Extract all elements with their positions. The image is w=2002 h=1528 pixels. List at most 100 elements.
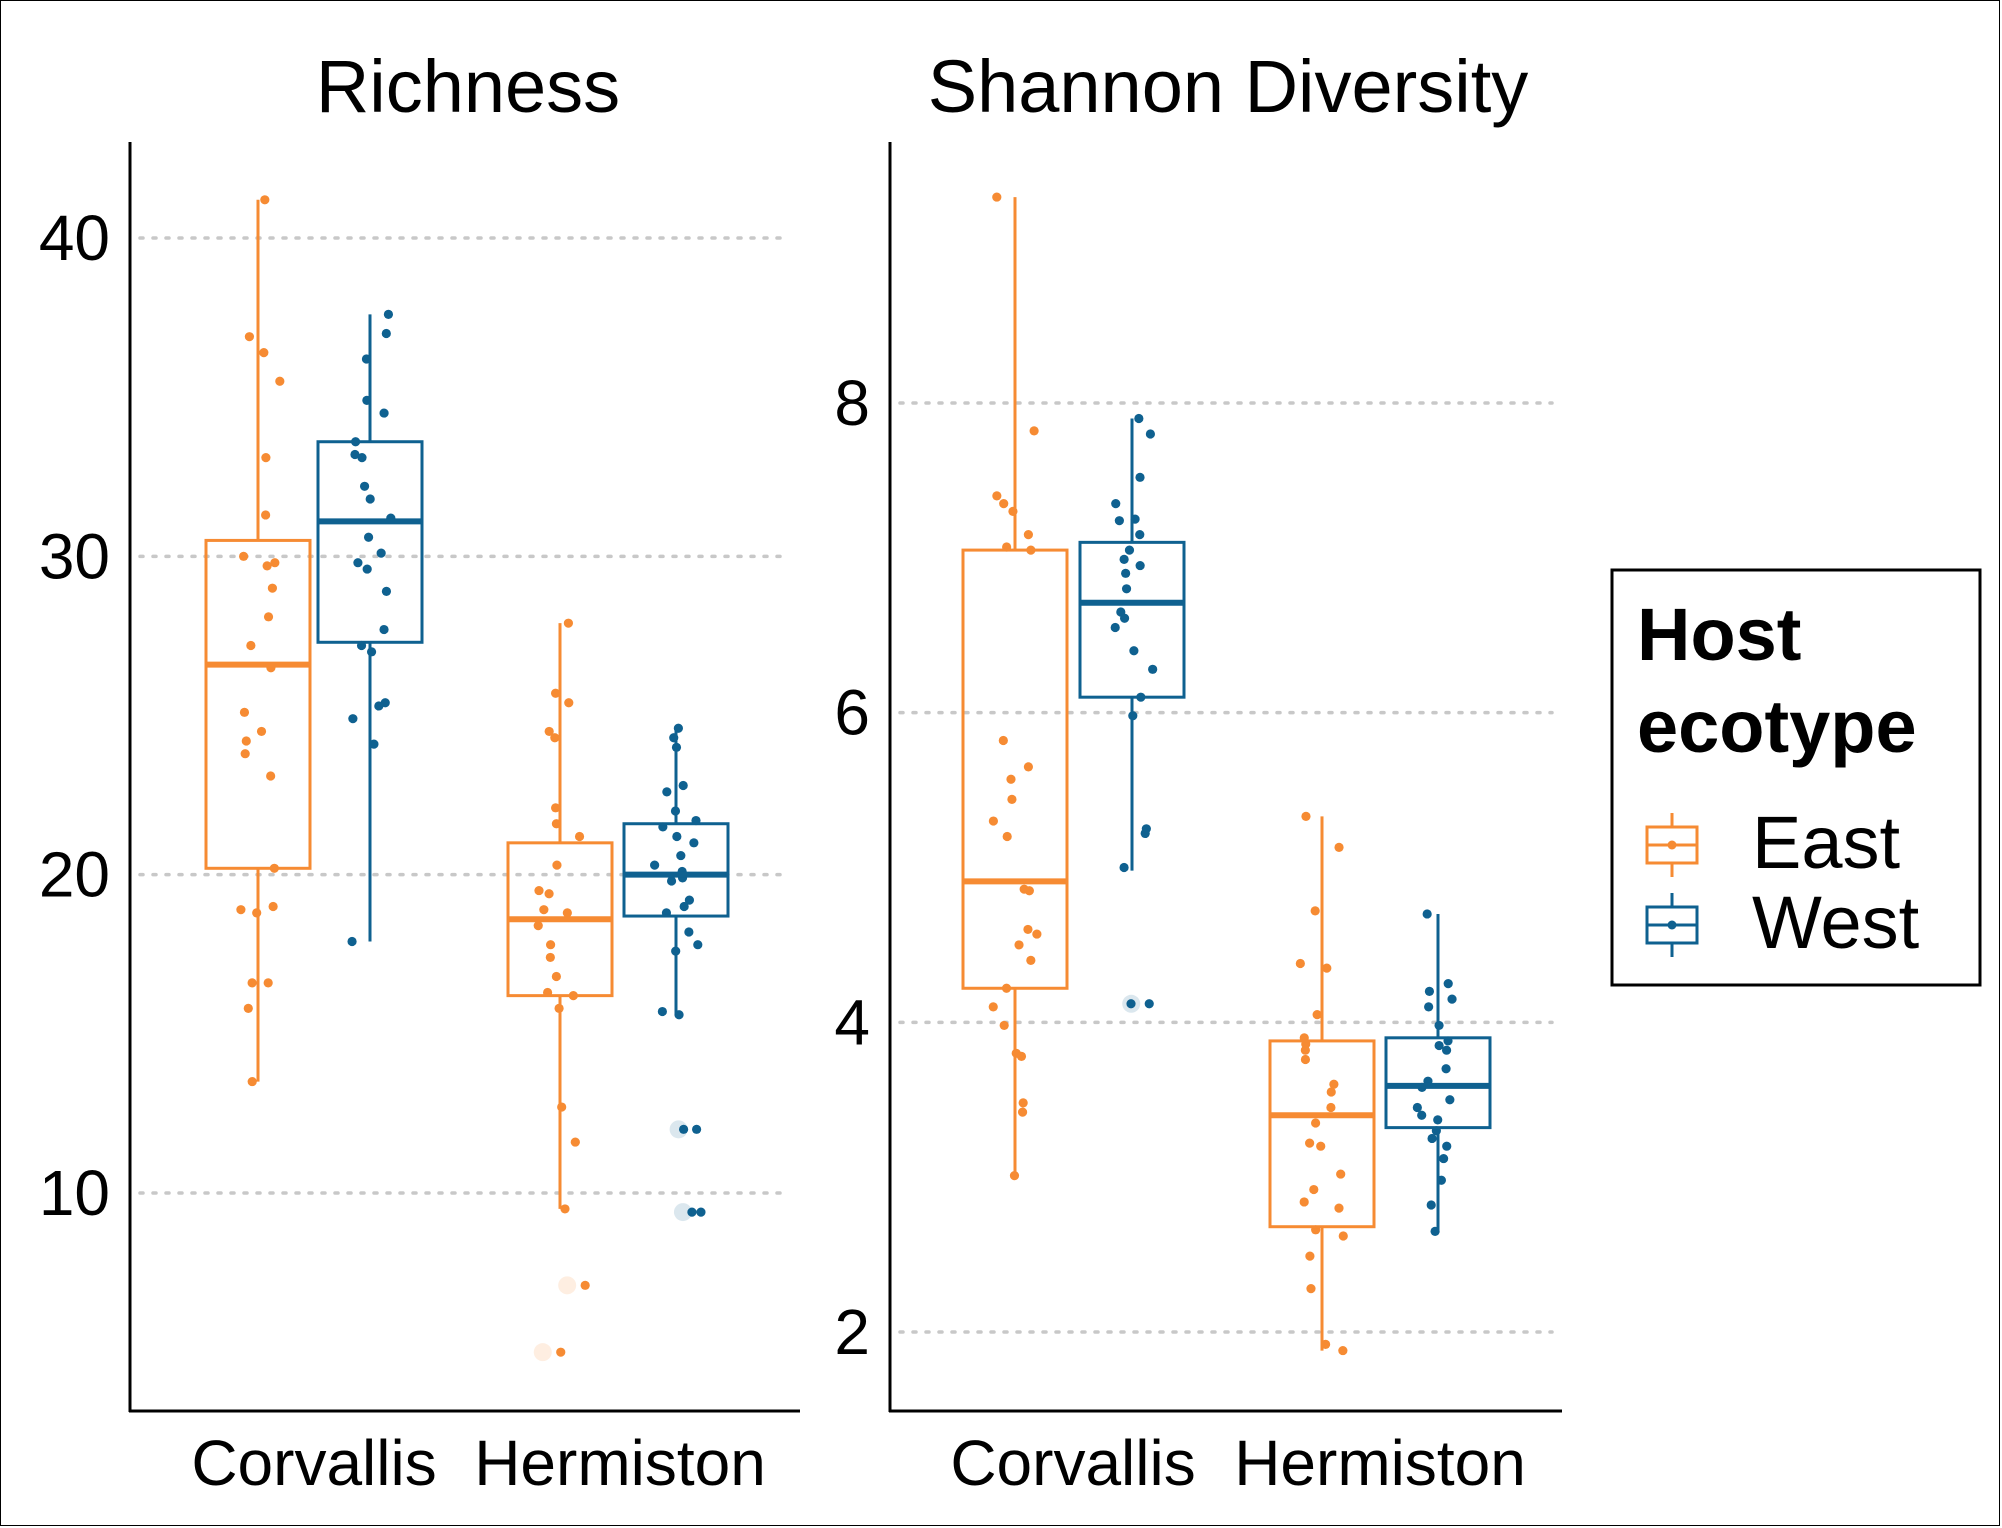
data-point [1144, 999, 1154, 1009]
data-point [1026, 955, 1036, 966]
data-point [988, 1002, 998, 1012]
jitter-points-shannon [988, 192, 1457, 1356]
data-point [1326, 1102, 1336, 1113]
data-point [693, 940, 703, 950]
data-point [270, 558, 280, 568]
data-point [1135, 472, 1145, 482]
data-point [1424, 986, 1435, 996]
legend-key-point [1667, 920, 1677, 930]
outlier-point [669, 1120, 688, 1139]
data-point [1121, 568, 1131, 578]
data-point [1326, 1087, 1336, 1097]
data-point [545, 940, 556, 950]
data-point [539, 905, 549, 915]
data-point [374, 701, 384, 711]
data-point [999, 499, 1009, 509]
data-point [1119, 862, 1129, 873]
data-point [992, 192, 1002, 202]
y-tick-label: 2 [834, 1296, 870, 1368]
data-point [263, 978, 273, 988]
data-point [1441, 1045, 1452, 1055]
data-point [552, 860, 562, 870]
data-point [365, 494, 375, 504]
data-point [1007, 794, 1017, 804]
data-point [1443, 979, 1453, 989]
boxes-richness [204, 199, 730, 1209]
data-point [545, 952, 555, 963]
data-point [267, 583, 278, 593]
data-point [679, 901, 689, 912]
data-point [1434, 1040, 1444, 1051]
data-point [275, 376, 285, 386]
data-point [1018, 1098, 1028, 1108]
data-point [696, 1207, 706, 1217]
data-point [1129, 646, 1139, 656]
data-point [256, 726, 267, 737]
data-point [260, 195, 270, 205]
data-point [348, 714, 358, 724]
data-point [666, 876, 677, 886]
y-tick-label: 6 [834, 677, 870, 749]
x-tick-label: Hermiston [1234, 1427, 1526, 1499]
data-point [1442, 1141, 1452, 1151]
data-point [1002, 831, 1012, 842]
data-point [1412, 1102, 1422, 1113]
data-point [672, 831, 682, 842]
data-point [1306, 1284, 1316, 1294]
data-point [1447, 994, 1457, 1004]
jitter-points-richness [236, 195, 706, 1362]
data-point [1305, 1251, 1315, 1261]
legend-title-line2: ecotype [1637, 685, 1917, 768]
outlier-point [533, 1343, 552, 1362]
data-point [1110, 622, 1120, 633]
data-point [1023, 762, 1034, 772]
outlier-point [558, 1276, 577, 1295]
panel-title-shannon: Shannon Diversity [928, 45, 1529, 128]
data-point [1006, 774, 1016, 784]
data-point [1426, 1200, 1436, 1210]
data-point [1310, 1118, 1321, 1128]
data-point [1305, 1138, 1315, 1148]
data-point [557, 1102, 567, 1112]
data-point [261, 453, 271, 463]
data-point [1014, 940, 1024, 950]
box-corvallis-east [961, 548, 1069, 990]
data-point [1336, 1169, 1346, 1179]
data-point [1329, 1079, 1339, 1089]
data-point [1422, 909, 1432, 919]
data-point [563, 618, 574, 628]
data-point [243, 1003, 253, 1013]
data-point [1148, 664, 1158, 674]
data-point [366, 647, 377, 657]
data-point [560, 1204, 570, 1214]
data-point [556, 1347, 566, 1357]
data-point [662, 787, 672, 797]
data-point [1134, 413, 1144, 424]
data-point [1140, 828, 1150, 839]
y-tick-label: 10 [39, 1157, 110, 1229]
data-point [570, 1137, 580, 1147]
data-point [268, 901, 278, 912]
data-point [357, 453, 367, 463]
data-point [246, 640, 256, 651]
data-point [1023, 530, 1033, 540]
x-tick-label: Corvallis [950, 1427, 1195, 1499]
data-point [239, 707, 250, 717]
data-point [263, 612, 274, 622]
data-point [1299, 1197, 1309, 1207]
y-tick-label: 20 [39, 839, 110, 911]
data-point [1111, 499, 1121, 509]
data-point [1312, 1009, 1322, 1020]
data-point [1338, 1231, 1348, 1241]
data-point [692, 1124, 702, 1134]
data-point [1334, 1203, 1344, 1213]
data-point [1334, 842, 1344, 852]
data-point [1300, 1054, 1311, 1065]
data-point [1417, 1110, 1427, 1120]
data-point [1438, 1153, 1449, 1164]
panel-richness: Richness 10 20 30 40 Corvallis Hermiston [39, 45, 800, 1499]
data-point [650, 860, 660, 870]
data-point [359, 481, 370, 491]
data-point [1309, 1184, 1319, 1195]
